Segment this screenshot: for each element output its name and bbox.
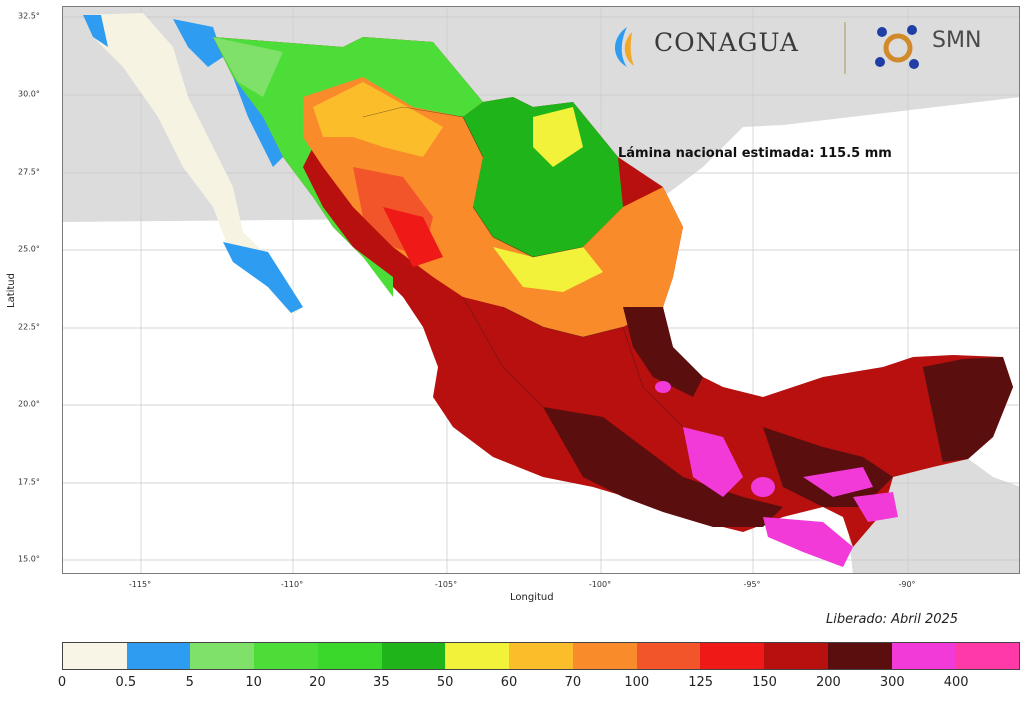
colorbar-segment (891, 643, 956, 669)
colorbar-segment (827, 643, 892, 669)
y-tick: 32.5° (18, 11, 40, 21)
colorbar-segment (509, 643, 573, 669)
colorbar-segment (764, 643, 828, 669)
magenta-chiapas (763, 517, 853, 567)
colorbar-tick-label: 50 (436, 675, 454, 690)
durango-amber (313, 82, 443, 157)
colorbar-segment (955, 643, 1020, 669)
sonora-green (213, 37, 483, 297)
logo-divider (844, 22, 846, 74)
colorbar-segment (63, 643, 127, 669)
release-date: Liberado: Abril 2025 (826, 612, 959, 627)
state-borders (362, 106, 944, 463)
veracruz-maroon (623, 307, 703, 397)
x-tick: -100° (588, 580, 612, 589)
baja-blue-north (173, 19, 223, 67)
y-tick: 17.5° (18, 477, 40, 487)
magenta-small (803, 467, 873, 497)
colorbar-tick-label: 60 (500, 675, 518, 690)
sonora-coast-blue (233, 77, 283, 167)
magenta-dot (655, 381, 671, 393)
magenta-tabasco (683, 427, 743, 497)
baja-california (83, 13, 303, 315)
colorbar-segment (254, 643, 318, 669)
magenta-soconusco (853, 492, 898, 522)
coahuila-yellow (533, 107, 583, 167)
magenta-spot (751, 477, 775, 497)
colorbar-segment (126, 643, 191, 669)
conagua-logo-text: CONAGUA (654, 28, 799, 57)
colorbar-tick-label: 300 (879, 675, 905, 690)
colorbar-tick-label: 20 (309, 675, 326, 690)
colorbar-tick-label: 125 (688, 675, 714, 690)
y-tick: 25.0° (18, 244, 40, 254)
yucatan-maroon (923, 357, 1013, 462)
x-axis-label: Longitud (510, 592, 554, 603)
logo-banner: CONAGUA SMN (598, 16, 1008, 78)
colorbar (62, 642, 1020, 670)
colorbar-tick-label: 0.5 (115, 675, 137, 690)
x-tick: -90° (898, 580, 916, 589)
y-tick: 20.0° (18, 399, 40, 409)
smn-logo-icon (875, 25, 919, 69)
colorbar-tick-label: 150 (752, 675, 777, 690)
x-tick: -110° (280, 580, 304, 589)
smn-logo-text: SMN (932, 28, 982, 53)
sinaloa-deepred (383, 207, 443, 267)
baja-blue-west (83, 15, 108, 47)
x-tick: -105° (434, 580, 458, 589)
colorbar-segment (445, 643, 510, 669)
conagua-logo-icon (614, 27, 634, 67)
colorbar-segment (636, 643, 701, 669)
zacatecas-yellow (493, 247, 603, 292)
colorbar-segment (572, 643, 637, 669)
colorbar-tick-label: 35 (373, 675, 390, 690)
y-axis-label: Latitud (6, 272, 18, 309)
coahuila-green (463, 97, 623, 257)
colorbar-segment (317, 643, 382, 669)
national-depth-annotation: Lámina nacional estimada: 115.5 mm (618, 146, 892, 161)
colorbar-tick-label: 100 (624, 675, 650, 690)
colorbar-tick-label: 70 (564, 675, 582, 690)
colorbar-segment (190, 643, 255, 669)
colorbar-segment (700, 643, 765, 669)
y-tick: 27.5° (18, 167, 40, 177)
colorbar-tick-label: 200 (815, 675, 841, 690)
colorbar-segment (381, 643, 446, 669)
map-panel (62, 6, 1020, 574)
colorbar-tick-label: 10 (245, 675, 262, 690)
colorbar-tick-label: 5 (185, 675, 194, 690)
x-tick: -115° (128, 580, 152, 589)
sonora-lightgreen (213, 37, 283, 97)
colorbar-tick-label: 0 (57, 675, 67, 690)
baja-blue-south (223, 242, 303, 313)
y-tick: 22.5° (18, 322, 40, 332)
y-tick: 30.0° (18, 89, 40, 99)
precipitation-map (63, 7, 1019, 573)
x-tick: -95° (743, 580, 761, 589)
colorbar-tick-label: 400 (943, 675, 969, 690)
y-tick: 15.0° (18, 554, 40, 564)
